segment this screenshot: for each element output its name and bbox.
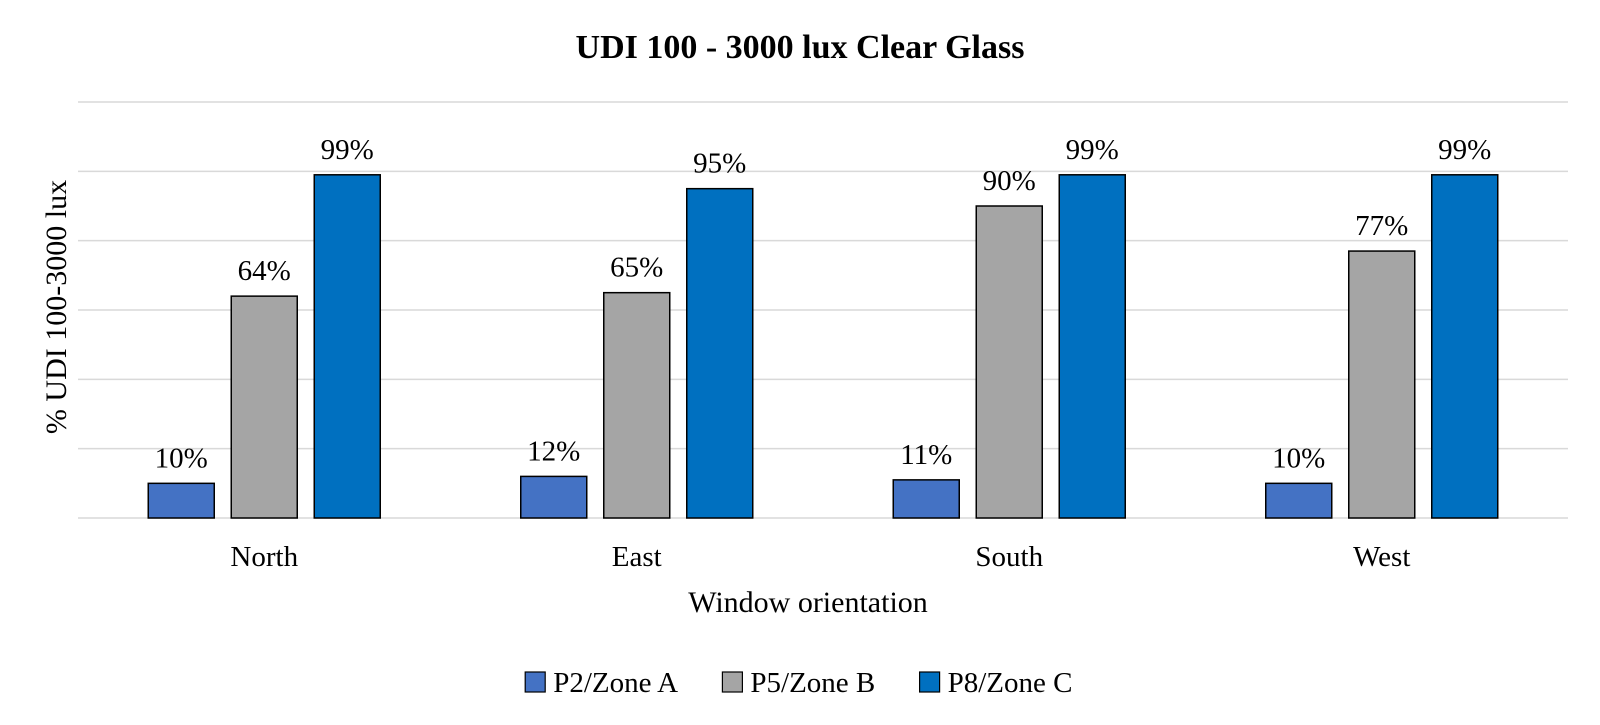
data-label: 65% xyxy=(610,252,663,284)
bar-p5-zone-b-west xyxy=(1348,250,1416,519)
bar-p8-zone-c-east xyxy=(686,187,754,519)
bar-p5-zone-b-east xyxy=(603,291,671,519)
data-label: 99% xyxy=(321,134,374,166)
legend-label-p2-zone-a: P2/Zone A xyxy=(553,667,678,699)
bar-p8-zone-c-north xyxy=(313,174,381,519)
bars xyxy=(147,174,1499,519)
legend-label-p5-zone-b: P5/Zone B xyxy=(750,667,875,699)
x-axis-title: Window orientation xyxy=(688,586,928,619)
bar-p2-zone-a-east xyxy=(520,475,588,519)
bar-p2-zone-a-west xyxy=(1265,482,1333,519)
x-tick-labels: North East South West xyxy=(230,541,1410,573)
bar-p8-zone-c-south xyxy=(1058,174,1126,519)
bar-p2-zone-a-south xyxy=(892,479,960,519)
bar-p5-zone-b-south xyxy=(975,205,1043,519)
x-tick-north: North xyxy=(230,541,298,573)
legend-swatch-p5-zone-b xyxy=(721,671,744,693)
x-tick-west: West xyxy=(1353,541,1410,573)
legend-swatch-p8-zone-c xyxy=(918,671,941,693)
data-label: 64% xyxy=(238,255,291,287)
data-label: 95% xyxy=(693,148,746,180)
data-label: 99% xyxy=(1066,134,1119,166)
data-labels: 10% 64% 99% 12% 65% 95% 11% 90% 99% 10% 77% 99% xyxy=(155,134,1492,475)
data-label: 90% xyxy=(983,165,1036,197)
gridlines xyxy=(78,101,1568,519)
bar-p2-zone-a-north xyxy=(147,482,215,519)
legend-swatch-p2-zone-a xyxy=(524,671,546,693)
data-label: 11% xyxy=(900,439,952,471)
chart-title: UDI 100 - 3000 lux Clear Glass xyxy=(576,29,1025,66)
y-axis-title: % UDI 100-3000 lux xyxy=(40,180,73,434)
data-label: 77% xyxy=(1355,210,1408,242)
data-label: 10% xyxy=(155,442,208,474)
data-label: 12% xyxy=(527,435,580,467)
legend-label-p8-zone-c: P8/Zone C xyxy=(948,667,1073,699)
data-label: 10% xyxy=(1272,442,1325,474)
data-label: 99% xyxy=(1438,134,1491,166)
bar-p5-zone-b-north xyxy=(230,295,298,519)
x-tick-south: South xyxy=(975,541,1043,573)
bar-p8-zone-c-west xyxy=(1431,174,1499,519)
legend: P2/Zone A P5/Zone B P8/Zone C xyxy=(524,667,1073,699)
x-tick-east: East xyxy=(612,541,662,573)
